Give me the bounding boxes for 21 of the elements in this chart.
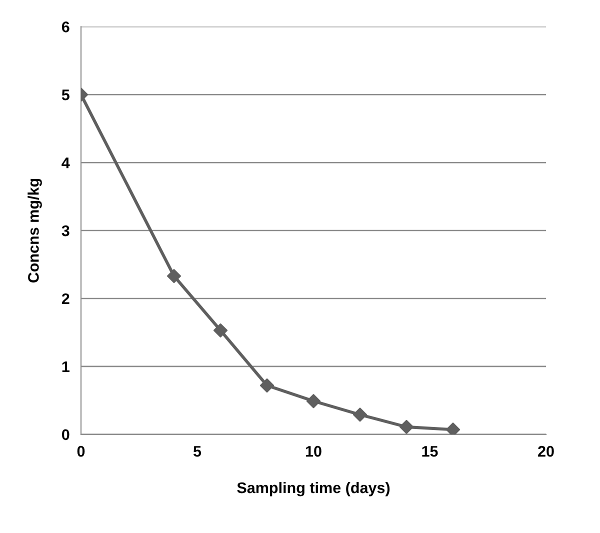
x-tick-label: 0 — [77, 446, 85, 457]
y-tick-label: 6 — [62, 22, 70, 32]
y-tick-label: 2 — [62, 293, 70, 304]
y-tick-label: 1 — [62, 361, 70, 372]
point — [399, 420, 414, 434]
x-tick-label: 20 — [538, 446, 554, 457]
point — [166, 268, 182, 284]
y-axis-title: Concns mg/kg — [28, 178, 42, 283]
y-tick-label: 3 — [62, 225, 70, 236]
point — [213, 323, 228, 338]
point — [260, 378, 274, 393]
x-tick-label: 10 — [306, 446, 322, 457]
point — [306, 394, 321, 408]
x-axis-title: Sampling time (days) — [237, 482, 390, 496]
x-tick-label: 5 — [193, 446, 202, 457]
point — [352, 408, 368, 422]
y-tick-label: 4 — [62, 158, 70, 168]
x-tick-label: 15 — [422, 446, 438, 457]
y-tick-label: 5 — [62, 90, 70, 100]
y-tick-label: 0 — [62, 429, 70, 440]
point — [446, 422, 460, 434]
